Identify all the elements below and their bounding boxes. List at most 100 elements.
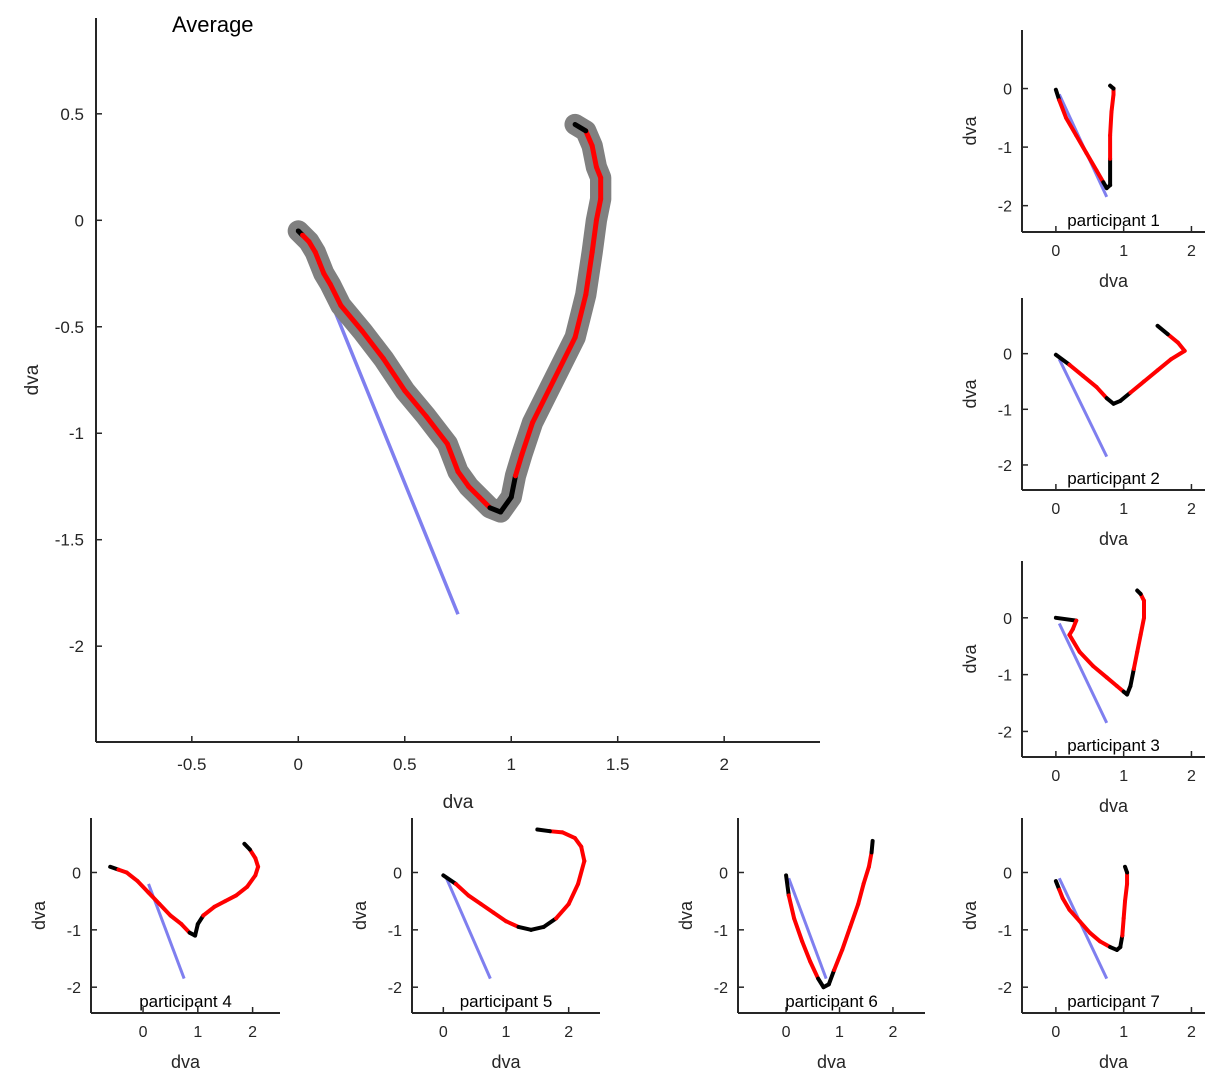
x-axis-title: dva	[171, 1052, 201, 1072]
trajectory-segment	[1131, 649, 1140, 671]
y-axis-title: dva	[29, 900, 49, 930]
trajectory-segment	[848, 902, 861, 929]
trajectory-segment	[1067, 362, 1085, 378]
trajectory-segment	[576, 859, 587, 886]
x-tick-label: 1	[1119, 501, 1128, 518]
y-tick-label: 0.5	[60, 105, 84, 124]
trajectory-segment	[826, 967, 837, 987]
trajectory-segment	[1108, 109, 1114, 138]
x-tick-label: 2	[1187, 501, 1196, 518]
y-tick-label: -2	[998, 724, 1012, 741]
trajectory-segment	[856, 881, 866, 907]
x-tick-label: 1	[1119, 1024, 1128, 1041]
y-tick-label: -1	[67, 923, 81, 940]
trajectory-segment	[1053, 352, 1072, 367]
y-tick-label: 0	[719, 865, 728, 882]
trajectory-segment	[1155, 323, 1170, 337]
trajectory-segment	[1094, 168, 1106, 185]
trajectory-segment	[201, 904, 217, 918]
reference-line	[1057, 622, 1109, 724]
trajectory-segment	[589, 217, 599, 255]
y-axis-title: dva	[960, 644, 980, 674]
y-tick-label: -1	[998, 668, 1012, 685]
x-tick-label: 0	[294, 755, 303, 774]
trajectory-segment	[1064, 115, 1079, 138]
trajectory-segment	[861, 864, 871, 886]
trajectory-segment	[1123, 864, 1130, 875]
reference-line	[1057, 358, 1109, 458]
trajectory-segment	[1077, 919, 1092, 935]
x-tick-label: 2	[1187, 1024, 1196, 1041]
trajectory-segment	[1109, 92, 1116, 114]
y-tick-label: -0.5	[55, 318, 84, 337]
plot-panel-average: -0.5 0 0.5 1 1.5 2 0.5 0 -0.5 -1 -1.5 -2 dva dva Avera…	[22, 12, 820, 813]
trajectory-segment	[1138, 615, 1146, 637]
trajectory-segment	[589, 143, 599, 170]
trajectory-segment	[508, 473, 518, 500]
trajectory-segment	[1094, 385, 1109, 401]
y-axis-title: dva	[22, 364, 43, 395]
trajectory-segment	[1155, 357, 1174, 373]
x-axis-title: dva	[1099, 1052, 1129, 1072]
trajectory-segment	[491, 910, 508, 924]
x-tick-label: 1.5	[606, 755, 630, 774]
reference-line	[1057, 877, 1109, 980]
trajectory-segment	[519, 420, 536, 458]
x-tick-label: 2	[248, 1024, 257, 1041]
trajectory-segment	[1118, 390, 1133, 403]
y-axis-title: dva	[960, 900, 980, 930]
x-tick-label: 0	[139, 1024, 148, 1041]
x-tick-label: 0.5	[393, 755, 417, 774]
y-tick-label: -2	[67, 980, 81, 997]
y-tick-label: -1	[388, 923, 402, 940]
x-tick-label: 1	[835, 1024, 844, 1041]
trajectory-segment	[466, 893, 483, 907]
trajectory-segment	[146, 890, 162, 907]
x-tick-label: 2	[564, 1024, 573, 1041]
trajectory-segment	[423, 413, 450, 447]
trajectory-segment	[1120, 916, 1126, 938]
y-tick-label: -1.5	[55, 531, 84, 550]
plot-title: participant 1	[1067, 211, 1160, 230]
trajectory-segment	[1108, 83, 1116, 91]
trajectory-segment	[784, 873, 791, 898]
trajectory-segment	[529, 924, 546, 932]
y-tick-label: 0	[75, 211, 84, 230]
trajectory-segment	[1081, 373, 1099, 390]
trajectory-segment	[223, 893, 239, 904]
trajectory-segment	[786, 893, 797, 921]
trajectory-segment	[547, 829, 565, 835]
trajectory-segment	[453, 881, 471, 898]
y-tick-label: -2	[998, 458, 1012, 475]
trajectory-segment	[792, 916, 805, 944]
trajectory-segment	[530, 377, 557, 426]
y-tick-label: 0	[1003, 865, 1012, 882]
trajectory-segment	[1074, 133, 1089, 155]
x-tick-label: 0	[782, 1024, 791, 1041]
trajectory-segment	[478, 902, 496, 915]
plot-title: participant 4	[139, 992, 232, 1011]
trajectory-segment	[242, 841, 252, 852]
y-tick-label: 0	[1003, 611, 1012, 628]
trajectory-segment	[1067, 632, 1082, 654]
x-tick-label: 1	[193, 1024, 202, 1041]
y-tick-label: -2	[998, 199, 1012, 216]
trajectory-segment	[498, 494, 514, 515]
x-tick-label: 0	[1051, 1024, 1060, 1041]
x-tick-label: 0	[1051, 243, 1060, 260]
plot-panel-participant-6: 0 1 2 0 -1 -2 dva dva participant 6	[676, 818, 925, 1072]
trajectory-segment	[1165, 332, 1180, 345]
trajectory-segment	[359, 328, 386, 362]
x-tick-label: 2	[1187, 243, 1196, 260]
trajectory-segment	[1053, 615, 1079, 623]
trajectory-segment	[1104, 675, 1119, 688]
reference-line	[317, 272, 460, 615]
trajectory-segment	[444, 441, 461, 475]
x-tick-label: 0	[439, 1024, 448, 1041]
trajectory-segment	[1087, 930, 1102, 944]
y-axis-title: dva	[960, 379, 980, 409]
y-tick-label: -1	[69, 424, 84, 443]
y-axis-title: dva	[350, 900, 370, 930]
x-tick-label: 2	[888, 1024, 897, 1041]
trajectory-segment	[808, 959, 821, 981]
